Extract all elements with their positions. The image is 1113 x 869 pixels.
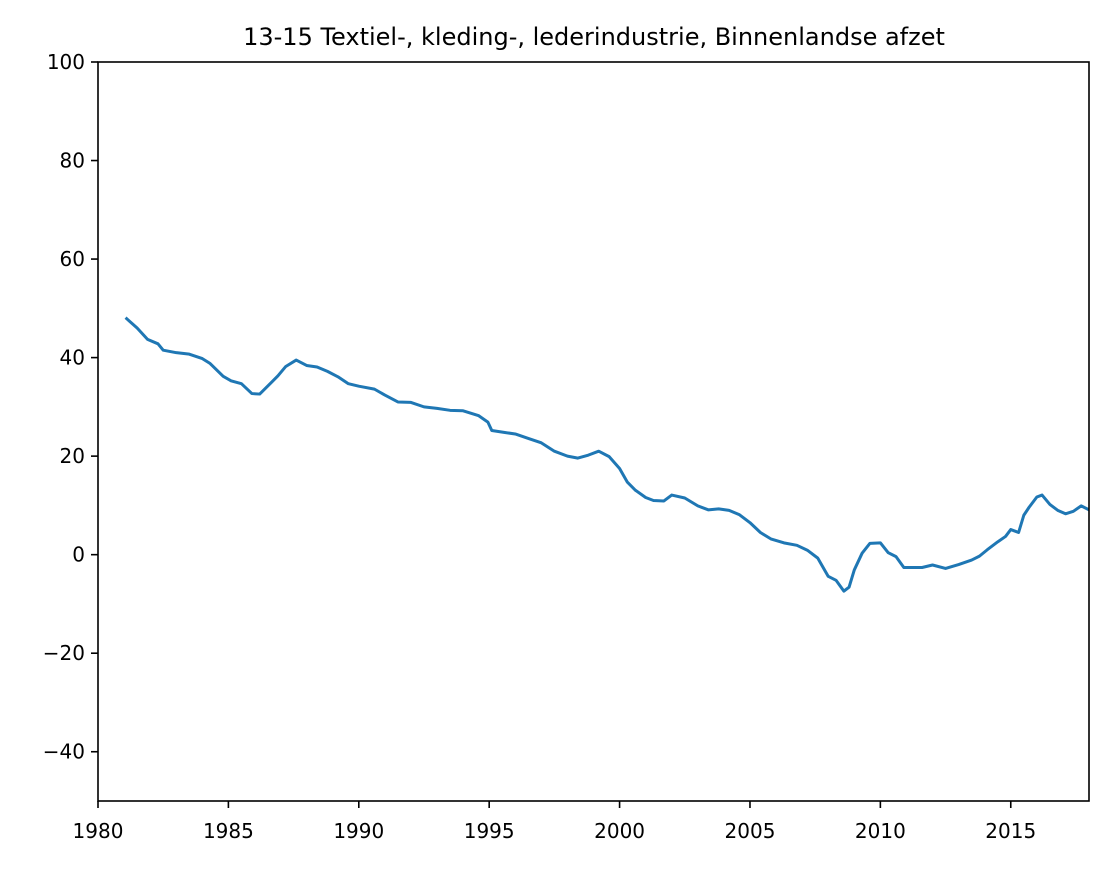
- x-tick-label-1980: 1980: [73, 819, 124, 843]
- x-tick-label-1990: 1990: [333, 819, 384, 843]
- x-tick-label-2005: 2005: [725, 819, 776, 843]
- axes: 1980 1985 1990 1995 2000 2005 2010 2015 −40 −20 0 2…: [43, 50, 1090, 843]
- x-tick-label-1985: 1985: [203, 819, 254, 843]
- x-tick-label-1995: 1995: [464, 819, 515, 843]
- y-tick-label--40: −40: [43, 740, 85, 764]
- y-tick-label-80: 80: [60, 149, 85, 173]
- y-tick-label-40: 40: [60, 346, 85, 370]
- x-tick-label-2000: 2000: [594, 819, 645, 843]
- y-tick-label-0: 0: [72, 543, 85, 567]
- series-line-1: [124, 316, 1089, 593]
- chart-title: 13-15 Textiel-, kleding-, lederindustrie…: [243, 23, 945, 51]
- y-tick-label--20: −20: [43, 641, 85, 665]
- plot-frame: [97, 61, 1090, 802]
- x-tick-label-2015: 2015: [985, 819, 1036, 843]
- y-tick-label-20: 20: [60, 444, 85, 468]
- y-tick-label-100: 100: [47, 50, 85, 74]
- y-tick-label-60: 60: [60, 247, 85, 271]
- x-tick-label-2010: 2010: [855, 819, 906, 843]
- plot-area: [124, 316, 1089, 593]
